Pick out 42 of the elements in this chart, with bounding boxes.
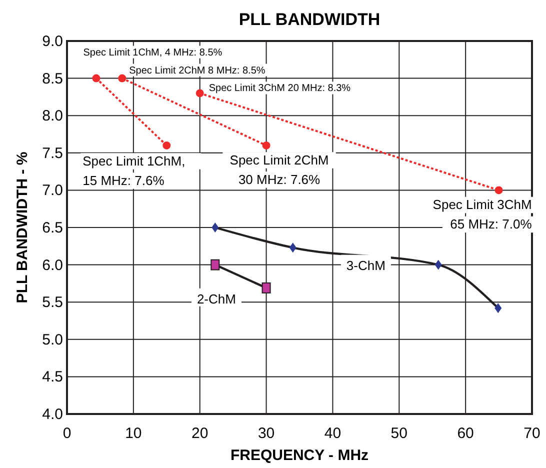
x-tick-label: 60 [457, 425, 474, 442]
y-tick-label: 5.0 [42, 331, 63, 348]
series-label: 3-ChM [346, 258, 386, 273]
x-tick-label: 0 [62, 425, 72, 442]
y-tick-label: 8.0 [42, 108, 63, 125]
x-tick-label: 50 [390, 425, 408, 442]
x-tick-label: 20 [192, 425, 208, 442]
point [494, 186, 503, 194]
point [434, 260, 442, 270]
x-tick-label: 10 [125, 425, 142, 442]
annotation: Spec Limit 2ChM 30 MHz: 7.6% [230, 152, 329, 187]
point [212, 222, 219, 232]
x-tick-label: 40 [324, 425, 342, 442]
point [262, 141, 270, 150]
y-tick-label: 6.5 [42, 220, 63, 236]
y-tick-label: 6.0 [42, 256, 63, 274]
y-tick-label: 7.0 [42, 182, 63, 200]
point [118, 74, 126, 82]
point [162, 141, 171, 150]
y-tick-label: 5.5 [42, 294, 63, 312]
x-axis-title: FREQUENCY - MHz [230, 447, 369, 464]
point [262, 282, 271, 294]
x-tick-label: 70 [524, 425, 540, 442]
y-axis-title: PLL BANDWIDTH - % [14, 152, 31, 304]
x-tick-label: 30 [258, 425, 275, 442]
point [92, 74, 100, 82]
y-tick-label: 7.5 [42, 144, 63, 162]
annotation: Spec Limit 1ChM, 4 MHz: 8.5% [83, 47, 222, 58]
point [289, 242, 296, 253]
annotation: Spec Limit 3ChM 65 MHz: 7.0% [432, 197, 532, 232]
point [196, 89, 204, 98]
chart-title: PLL BANDWIDTH [238, 10, 380, 29]
annotation: Spec Limit 3ChM 20 MHz: 8.3% [208, 83, 351, 94]
series-label: 2-ChM [196, 291, 236, 306]
annotation: Spec Limit 2ChM 8 MHz: 8.5% [129, 65, 266, 76]
point [494, 303, 502, 314]
annotation: Spec Limit 1ChM, 15 MHz: 7.6% [82, 153, 186, 188]
point [210, 259, 220, 270]
y-tick-label: 4.0 [42, 406, 63, 423]
y-tick-label: 9.0 [42, 33, 63, 50]
y-tick-label: 8.5 [42, 70, 63, 88]
y-tick-label: 4.5 [42, 368, 63, 386]
